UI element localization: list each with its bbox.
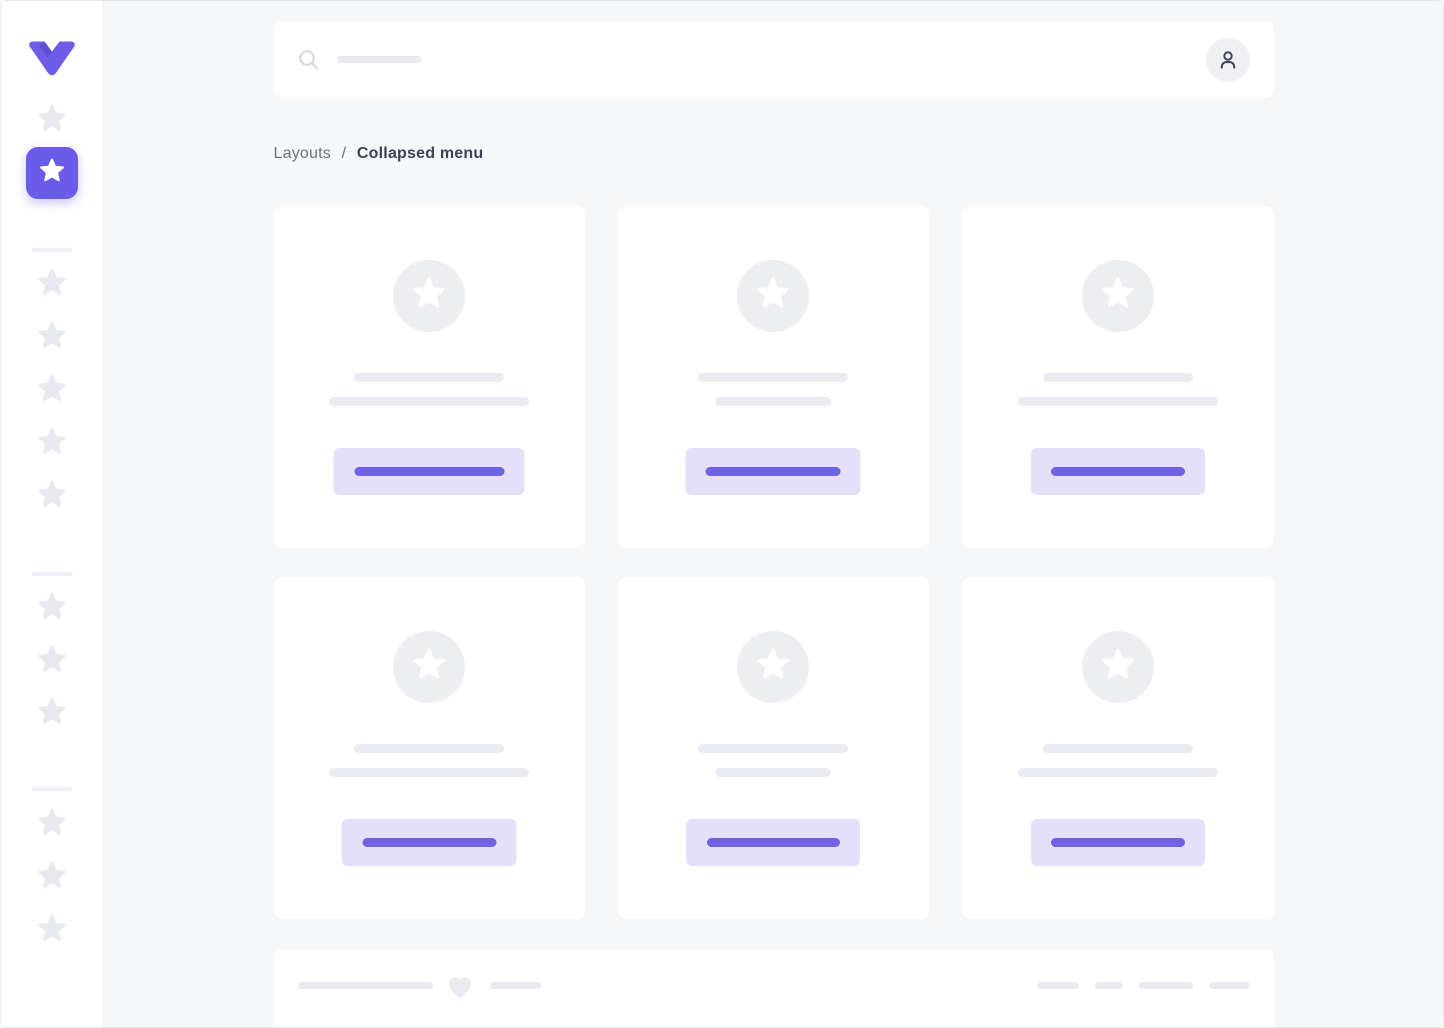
button-label-placeholder (705, 467, 841, 476)
footer-links (1036, 982, 1250, 989)
card-action-button[interactable] (333, 448, 525, 495)
card-subtitle-placeholder (715, 397, 832, 406)
star-icon (37, 592, 67, 627)
search-input[interactable] (273, 21, 1274, 98)
card-subtitle-placeholder (715, 768, 831, 777)
star-icon (37, 645, 67, 680)
card (617, 206, 930, 548)
sidebar-item[interactable] (26, 147, 78, 199)
sidebar-item[interactable] (37, 914, 67, 949)
user-avatar-button[interactable] (1205, 37, 1250, 82)
heart-icon (448, 977, 471, 999)
sidebar-items (1, 77, 103, 946)
star-icon (37, 321, 67, 356)
star-icon (37, 104, 67, 139)
card-title-placeholder (698, 373, 849, 382)
sidebar-item[interactable] (37, 104, 67, 139)
footer-link-placeholder[interactable] (1094, 982, 1123, 989)
breadcrumb-parent[interactable]: Layouts (273, 145, 331, 162)
card-subtitle-placeholder (329, 397, 530, 406)
sidebar-item[interactable] (37, 861, 67, 896)
sidebar-item[interactable] (37, 592, 67, 627)
breadcrumb-separator: / (341, 145, 347, 162)
star-icon (37, 914, 67, 949)
card (962, 206, 1274, 548)
footer-link-placeholder[interactable] (1138, 982, 1193, 989)
card (962, 577, 1274, 919)
button-label-placeholder (1050, 467, 1185, 476)
card (617, 577, 930, 919)
sidebar-item[interactable] (37, 321, 67, 356)
sidebar-item[interactable] (37, 697, 67, 732)
breadcrumb-current: Collapsed menu (356, 145, 484, 162)
star-icon (37, 268, 67, 303)
card-title-placeholder (1042, 373, 1193, 382)
footer-link-placeholder[interactable] (1036, 982, 1079, 989)
card-image-placeholder (1081, 260, 1154, 332)
star-icon (756, 277, 790, 316)
card-action-button[interactable] (685, 448, 861, 495)
star-icon (37, 427, 67, 462)
footer-link-placeholder[interactable] (1208, 982, 1250, 989)
card-title-placeholder (354, 373, 505, 382)
sidebar-item[interactable] (37, 645, 67, 680)
card-title-placeholder (1042, 744, 1193, 753)
card-subtitle-placeholder (1017, 397, 1218, 406)
star-icon (756, 648, 790, 687)
star-icon (412, 648, 446, 687)
user-icon (1220, 50, 1235, 69)
star-icon (1101, 277, 1135, 316)
card-image-placeholder (1081, 631, 1154, 703)
card-action-button[interactable] (1030, 448, 1205, 495)
star-icon (37, 374, 67, 409)
sidebar-divider (32, 787, 72, 791)
star-icon (39, 158, 65, 189)
star-icon (37, 808, 67, 843)
sidebar-divider (32, 572, 72, 576)
sidebar-item[interactable] (37, 808, 67, 843)
star-icon (37, 697, 67, 732)
button-label-placeholder (354, 467, 505, 476)
card-action-button[interactable] (686, 819, 861, 866)
card-image-placeholder (737, 631, 810, 703)
card-subtitle-placeholder (329, 768, 530, 777)
card-image-placeholder (393, 631, 466, 703)
star-icon (412, 277, 446, 316)
footer-card (273, 949, 1274, 1027)
card (273, 577, 585, 919)
sidebar-item[interactable] (37, 374, 67, 409)
sidebar-item[interactable] (37, 480, 67, 515)
card-image-placeholder (737, 260, 810, 332)
card-action-button[interactable] (1030, 819, 1205, 866)
main-area: Layouts / Collapsed menu (104, 1, 1443, 1027)
search-icon (298, 49, 319, 70)
card-image-placeholder (393, 260, 466, 332)
breadcrumb: Layouts / Collapsed menu (274, 145, 1274, 163)
card (273, 206, 585, 548)
footer-text-placeholder (489, 982, 541, 989)
star-icon (1101, 648, 1135, 687)
card-title-placeholder (354, 744, 505, 753)
button-label-placeholder (1050, 838, 1185, 847)
button-label-placeholder (706, 838, 840, 847)
vuesax-logo-icon[interactable] (28, 40, 76, 77)
cards-grid (273, 206, 1274, 919)
star-icon (37, 480, 67, 515)
card-subtitle-placeholder (1017, 768, 1218, 777)
sidebar-divider (32, 248, 72, 252)
search-placeholder (336, 56, 422, 63)
sidebar-item[interactable] (37, 268, 67, 303)
star-icon (37, 861, 67, 896)
card-title-placeholder (698, 744, 849, 753)
sidebar-item[interactable] (37, 427, 67, 462)
footer-text-placeholder (297, 982, 433, 989)
card-action-button[interactable] (341, 819, 517, 866)
sidebar (1, 1, 104, 1027)
button-label-placeholder (362, 838, 497, 847)
